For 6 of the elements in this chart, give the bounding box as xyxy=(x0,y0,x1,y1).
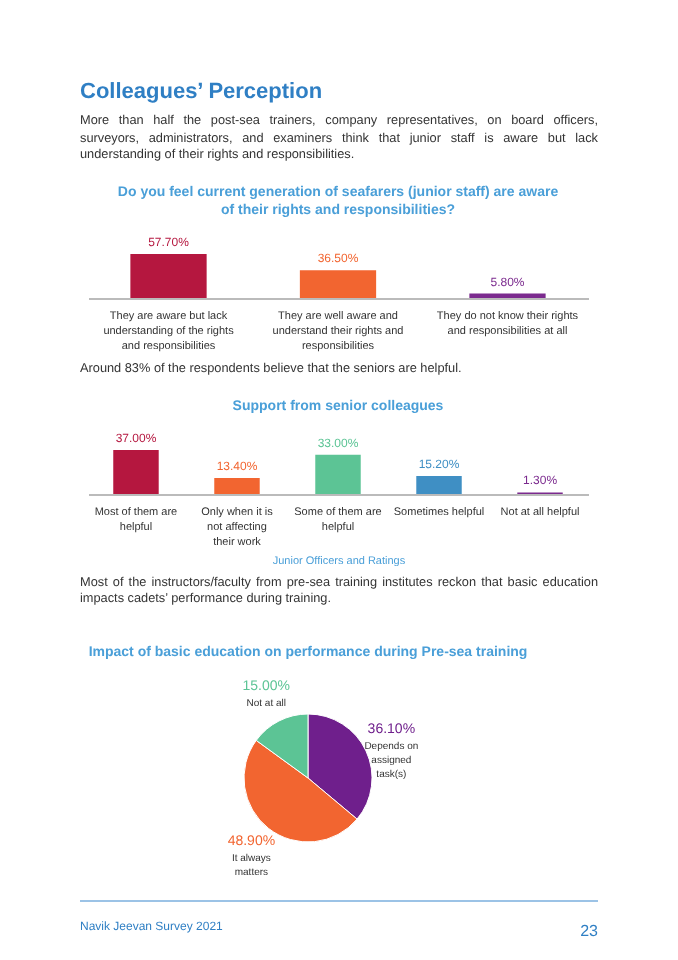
text: Colleagues’ Perception xyxy=(80,80,325,104)
bar xyxy=(315,453,361,494)
bar xyxy=(113,449,159,494)
bar xyxy=(214,477,260,494)
bar xyxy=(416,475,462,494)
text: 23 xyxy=(580,921,598,940)
